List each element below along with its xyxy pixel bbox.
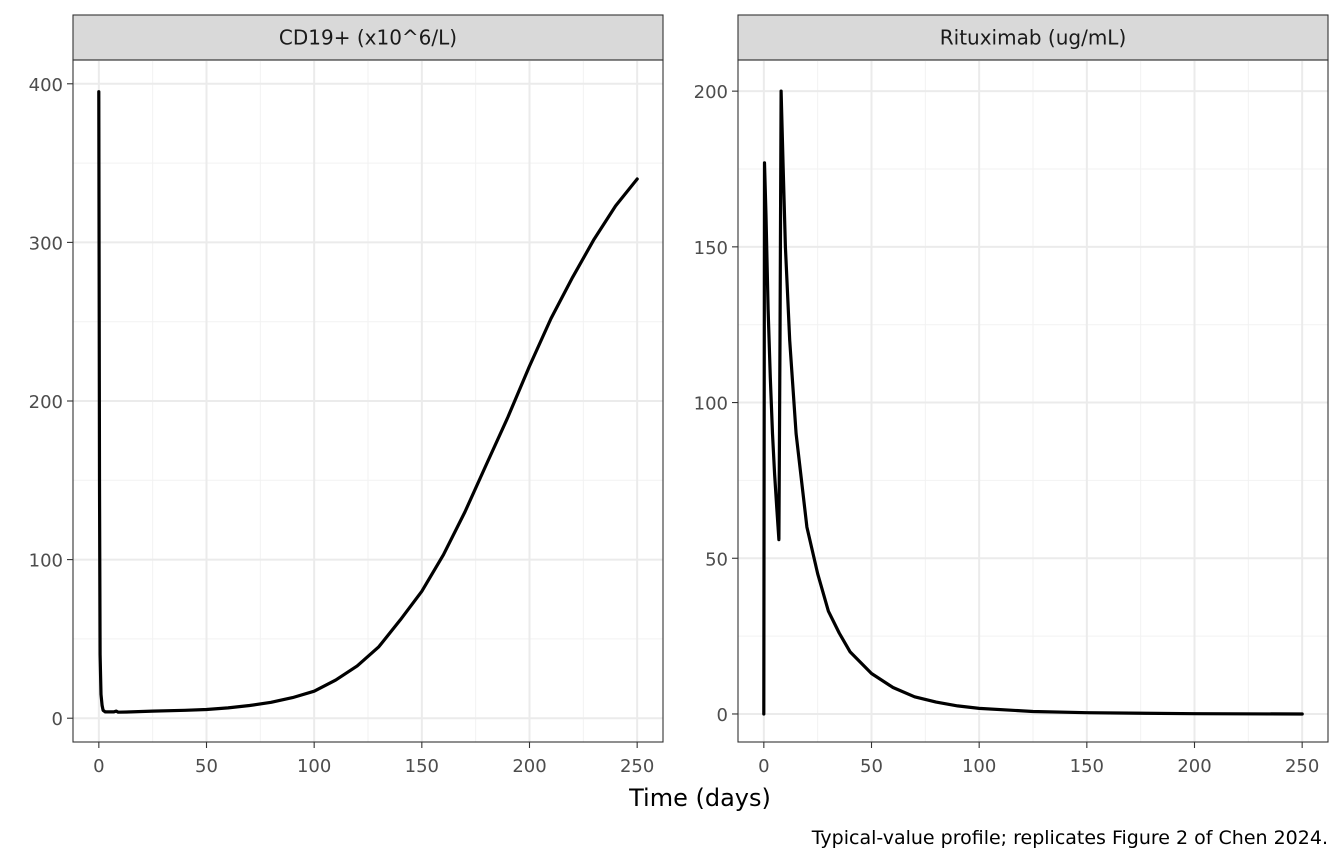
panel-strip <box>737 14 1329 61</box>
x-tick-label: 150 <box>405 756 439 777</box>
panel-2: Rituximab (ug/mL) 0 50 100 150 200 250 0 50 100 15… <box>694 14 1329 777</box>
y-tick-label: 200 <box>694 82 728 103</box>
y-tick-label: 300 <box>29 233 63 254</box>
x-tick-label: 50 <box>860 756 883 777</box>
y-tick-label: 200 <box>29 392 63 413</box>
x-tick-label: 100 <box>962 756 996 777</box>
x-tick-label: 0 <box>758 756 769 777</box>
series-line <box>762 89 1304 716</box>
x-tick-label: 200 <box>512 756 546 777</box>
series-line <box>97 90 639 714</box>
panel-1: CD19+ (x10^6/L) 0 50 100 150 200 250 0 100 200 300… <box>29 14 664 777</box>
caption: Typical-value profile; replicates Figure… <box>811 827 1328 849</box>
y-tick-label: 50 <box>705 549 728 570</box>
x-tick-label: 100 <box>297 756 331 777</box>
y-tick-label: 150 <box>694 238 728 259</box>
x-tick-label: 50 <box>195 756 218 777</box>
panel-border <box>737 59 1329 743</box>
x-tick-label: 250 <box>620 756 654 777</box>
y-tick-label: 100 <box>694 394 728 415</box>
y-tick-label: 0 <box>717 705 728 726</box>
x-tick-label: 0 <box>93 756 104 777</box>
y-tick-label: 400 <box>29 75 63 96</box>
panel-strip-label: CD19+ (x10^6/L) <box>279 26 457 50</box>
y-tick-label: 0 <box>52 709 63 730</box>
panel-strip <box>72 14 664 61</box>
x-tick-label: 150 <box>1070 756 1104 777</box>
panel-strip-label: Rituximab (ug/mL) <box>940 26 1127 50</box>
x-tick-label: 200 <box>1177 756 1211 777</box>
x-tick-label: 250 <box>1285 756 1319 777</box>
y-tick-label: 100 <box>29 551 63 572</box>
x-axis-title: Time (days) <box>628 784 771 812</box>
